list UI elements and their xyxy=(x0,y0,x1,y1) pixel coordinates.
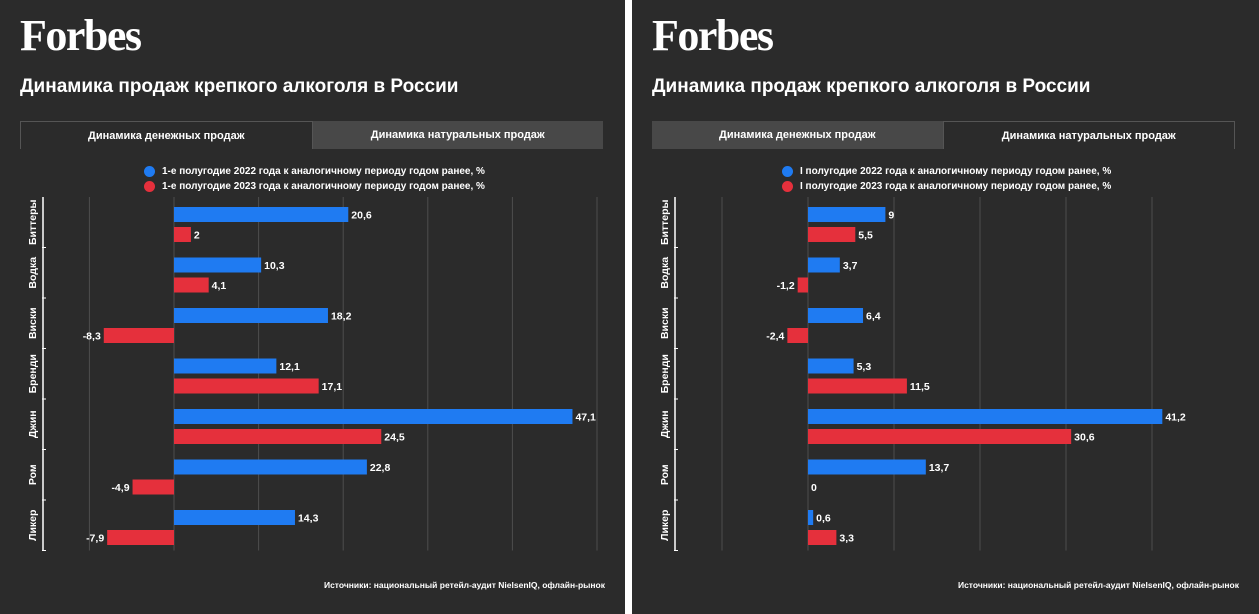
bar-2022 xyxy=(808,308,864,323)
blue-dot-icon xyxy=(144,166,155,177)
bar-value-label: 3,7 xyxy=(843,260,858,272)
bar-value-label: 17,1 xyxy=(322,381,343,393)
bar-value-label: 6,4 xyxy=(866,311,881,323)
tab-volume-sales[interactable]: Динамика натуральных продаж xyxy=(942,121,1235,149)
bar-value-label: 22,8 xyxy=(370,462,391,474)
legend-item-2023: I полугодие 2023 года к аналогичному пер… xyxy=(782,179,1111,194)
bar-2022 xyxy=(174,207,349,222)
bar-value-label: 20,6 xyxy=(351,210,372,222)
bar-value-label: -1,2 xyxy=(777,280,795,292)
bar-value-label: 24,5 xyxy=(384,432,405,444)
forbes-logo: Forbes xyxy=(652,11,774,60)
bar-value-label: 11,5 xyxy=(910,381,930,393)
tab-bar: Динамика денежных продаж Динамика натура… xyxy=(652,121,1235,149)
bar-value-label: 14,3 xyxy=(298,513,319,525)
bar-2022 xyxy=(174,358,277,374)
bar-value-label: 30,6 xyxy=(1074,432,1095,444)
bar-2023 xyxy=(174,277,209,293)
chart-legend: 1-е полугодие 2022 года к аналогичному п… xyxy=(144,164,485,194)
bar-value-label: -2,4 xyxy=(766,331,784,343)
bar-value-label: 10,3 xyxy=(264,260,285,272)
source-note: Источники: национальный ретейл-аудит Nie… xyxy=(323,580,605,590)
bar-2022 xyxy=(808,409,1163,424)
category-label: Виски xyxy=(659,307,671,339)
bar-2023 xyxy=(808,530,837,545)
bar-2023 xyxy=(808,227,856,242)
category-label: Джин xyxy=(659,410,671,438)
bar-value-label: 9 xyxy=(888,210,894,222)
bar-value-label: 5,3 xyxy=(857,361,872,373)
blue-dot-icon xyxy=(782,166,793,177)
category-label: Ром xyxy=(27,464,39,485)
bar-value-label: 5,5 xyxy=(858,230,873,242)
page-title: Динамика продаж крепкого алкоголя в Росс… xyxy=(20,76,459,97)
bar-2023 xyxy=(103,328,174,343)
bar-value-label: 3,3 xyxy=(839,533,854,545)
tab-bar: Динамика денежных продаж Динамика натура… xyxy=(20,121,603,149)
category-label: Биттеры xyxy=(659,199,671,245)
bar-2022 xyxy=(808,510,814,525)
legend-item-2023: 1-е полугодие 2023 года к аналогичному п… xyxy=(144,179,485,194)
bar-2022 xyxy=(808,358,854,374)
bar-2023 xyxy=(808,429,1072,444)
legend-item-2022: 1-е полугодие 2022 года к аналогичному п… xyxy=(144,164,485,179)
bar-value-label: -7,9 xyxy=(86,533,104,545)
bar-2023 xyxy=(174,429,382,444)
bar-value-label: 47,1 xyxy=(575,412,596,424)
bar-2022 xyxy=(808,459,926,475)
bar-value-label: 13,7 xyxy=(929,462,950,474)
bar-2022 xyxy=(174,510,295,525)
bar-value-label: 2 xyxy=(194,230,200,242)
red-dot-icon xyxy=(144,181,155,192)
bar-value-label: 12,1 xyxy=(279,361,300,373)
bar-2022 xyxy=(808,257,840,273)
bar-2023 xyxy=(107,530,174,545)
bar-chart-money: Биттеры Водка Виски Бренди Джин Ром Ликер 20,6 1… xyxy=(27,197,598,551)
bar-2022 xyxy=(174,257,262,273)
tab-money-sales[interactable]: Динамика денежных продаж xyxy=(652,121,943,149)
category-label: Ром xyxy=(659,464,671,485)
legend-label: 1-е полугодие 2022 года к аналогичному п… xyxy=(162,166,485,177)
bar-2022 xyxy=(174,459,367,475)
bar-2023 xyxy=(174,227,191,242)
red-dot-icon xyxy=(782,181,793,192)
bar-2022 xyxy=(174,409,573,424)
bar-2023 xyxy=(808,378,907,394)
category-label: Водка xyxy=(659,257,671,289)
bar-value-label: 0,6 xyxy=(816,513,831,525)
tab-volume-sales[interactable]: Динамика натуральных продаж xyxy=(312,121,603,149)
right-panel: Forbes Динамика продаж крепкого алкоголя… xyxy=(632,0,1259,614)
bar-value-label: -4,9 xyxy=(111,482,129,494)
chart-legend: I полугодие 2022 года к аналогичному пер… xyxy=(782,164,1111,194)
bar-value-label: 41,2 xyxy=(1165,412,1186,424)
category-label: Биттеры xyxy=(27,199,39,245)
page-title: Динамика продаж крепкого алкоголя в Росс… xyxy=(652,76,1091,97)
legend-item-2022: I полугодие 2022 года к аналогичному пер… xyxy=(782,164,1111,179)
legend-label: 1-е полугодие 2023 года к аналогичному п… xyxy=(162,181,485,192)
bar-chart-volume: Биттеры Водка Виски Бренди Джин Ром Ликер 9 3,7 6… xyxy=(659,197,1186,551)
bar-2023 xyxy=(174,378,319,394)
category-label: Водка xyxy=(27,257,39,289)
bar-2023 xyxy=(132,479,174,495)
bar-2022 xyxy=(808,207,886,222)
tab-money-sales[interactable]: Динамика денежных продаж xyxy=(20,121,313,149)
category-label: Джин xyxy=(27,410,39,438)
source-note: Источники: национальный ретейл-аудит Nie… xyxy=(957,580,1239,590)
category-label: Виски xyxy=(27,307,39,339)
category-label: Бренди xyxy=(27,354,39,393)
bar-2023 xyxy=(797,277,808,293)
bar-value-label: -8,3 xyxy=(83,331,101,343)
bar-value-label: 0 xyxy=(811,482,817,494)
bar-2022 xyxy=(174,308,328,323)
category-label: Ликер xyxy=(659,510,671,541)
bar-value-label: 4,1 xyxy=(212,280,227,292)
bar-2023 xyxy=(787,328,808,343)
legend-label: I полугодие 2023 года к аналогичному пер… xyxy=(800,181,1112,192)
category-label: Бренди xyxy=(659,354,671,393)
category-label: Ликер xyxy=(27,510,39,541)
left-panel: Forbes Динамика продаж крепкого алкоголя… xyxy=(0,0,625,614)
forbes-logo: Forbes xyxy=(20,11,142,60)
bar-value-label: 18,2 xyxy=(331,311,352,323)
legend-label: I полугодие 2022 года к аналогичному пер… xyxy=(800,166,1112,177)
